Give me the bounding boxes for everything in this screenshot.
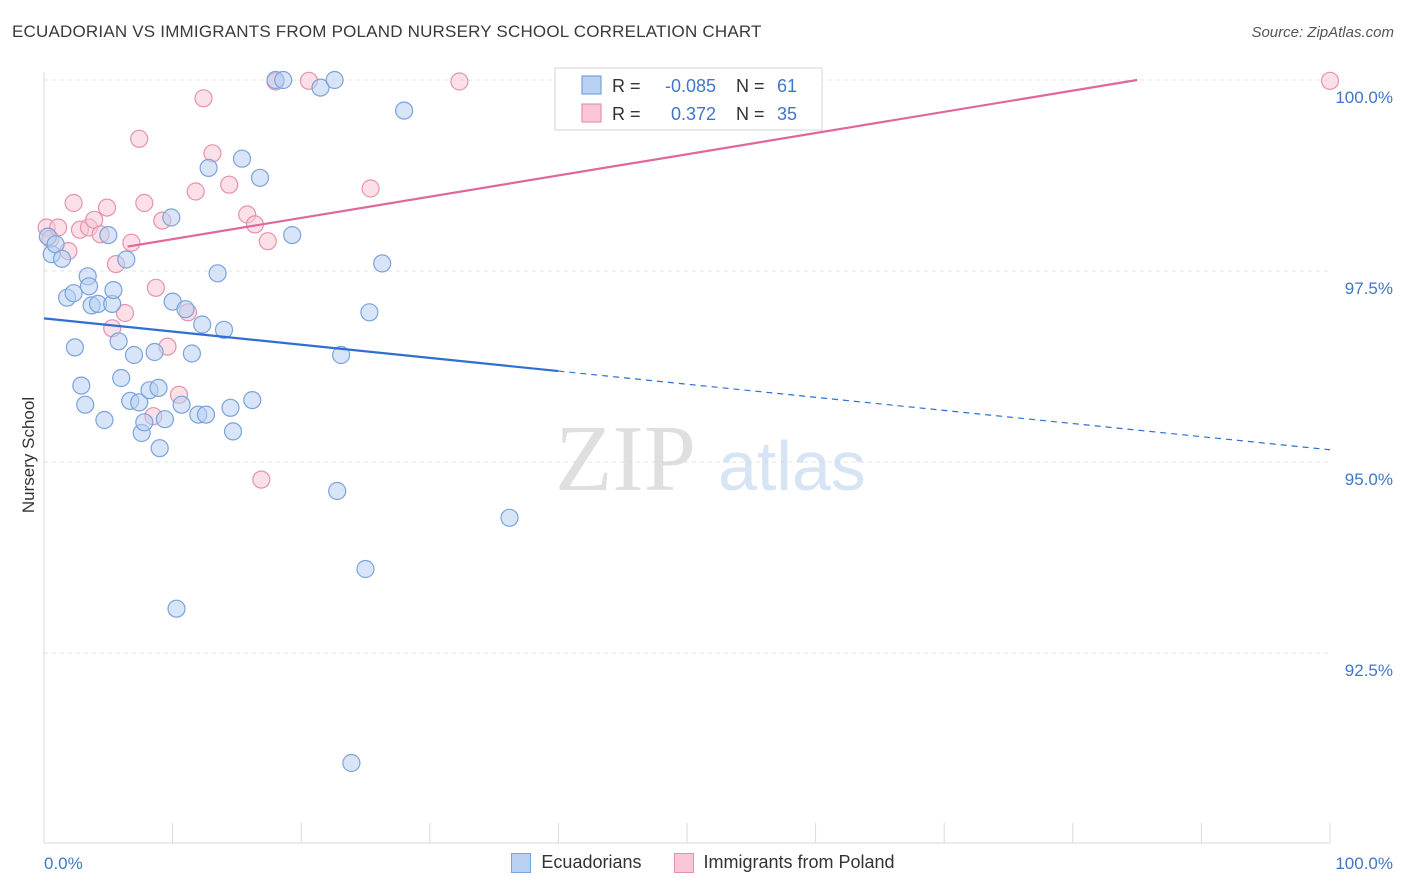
- y-tick-label: 95.0%: [1345, 470, 1393, 489]
- ecuadorian-point: [283, 226, 302, 245]
- ecuadorian-point: [182, 344, 201, 363]
- chart-title: ECUADORIAN VS IMMIGRANTS FROM POLAND NUR…: [12, 22, 762, 41]
- ecuadorian-point: [162, 208, 181, 227]
- watermark-atlas: atlas: [718, 427, 866, 505]
- ecuadorian-point: [135, 413, 154, 432]
- x-tick-label-min: 0.0%: [44, 854, 83, 873]
- ecuadorian-point: [150, 439, 169, 458]
- stats-n-value-poland: 35: [777, 104, 797, 124]
- x-tick-label-max: 100.0%: [1335, 854, 1393, 873]
- ecuadorian-point: [223, 422, 243, 441]
- poland-point: [252, 470, 271, 489]
- ecuadorian-point: [145, 342, 164, 362]
- ecuadorian-point: [193, 315, 212, 334]
- ecuadorian-point: [360, 303, 379, 322]
- series-legend: Ecuadorians Immigrants from Poland: [0, 852, 1406, 873]
- legend-swatch-ecuadorians: [511, 852, 532, 873]
- y-tick-label: 92.5%: [1345, 661, 1393, 680]
- watermark-zip: ZIP: [555, 407, 696, 511]
- ecuadorian-point: [214, 320, 234, 339]
- poland-point: [194, 89, 213, 108]
- ecuadorian-point: [79, 277, 99, 296]
- poland-point: [130, 129, 149, 148]
- stats-r-value-ecuadorians: -0.085: [665, 76, 716, 96]
- poland-point: [122, 233, 141, 252]
- ecuadorian-point: [311, 78, 330, 97]
- ecuadorian-point: [76, 395, 95, 414]
- ecuadorian-point: [395, 101, 414, 120]
- ecuadorian-point: [155, 410, 174, 429]
- y-tick-label: 97.5%: [1345, 279, 1393, 298]
- ecuadorian-point: [117, 250, 136, 269]
- ecuadorian-point: [172, 395, 191, 414]
- ecuadorian-point: [99, 226, 118, 245]
- ecuadorian-point: [232, 149, 252, 168]
- poland-point: [135, 193, 154, 213]
- poland-point: [450, 72, 469, 91]
- ecuadorian-point: [130, 393, 149, 412]
- series-ecuadorians-points: [38, 70, 519, 773]
- y-axis-label: Nursery School: [19, 397, 38, 513]
- trend-line-ecuadorians: [43, 317, 559, 373]
- poland-point: [258, 232, 277, 251]
- stats-n-label-poland: N =: [736, 104, 765, 124]
- stats-n-value-ecuadorians: 61: [777, 76, 797, 96]
- legend-item-poland[interactable]: Immigrants from Poland: [673, 852, 895, 873]
- poland-point: [115, 303, 135, 323]
- poland-point: [1320, 71, 1340, 90]
- ecuadorian-point: [500, 508, 519, 527]
- stats-swatch-ecuadorians: [581, 75, 602, 95]
- ecuadorian-point: [104, 281, 123, 300]
- ecuadorian-point: [52, 249, 72, 268]
- poland-point: [64, 193, 83, 213]
- ecuadorian-point: [356, 559, 375, 579]
- ecuadorian-point: [328, 481, 347, 501]
- ecuadorian-point: [250, 168, 270, 187]
- stats-legend: R = -0.085 N = 61 R = 0.372 N = 35: [554, 67, 823, 131]
- y-tick-label: 100.0%: [1335, 88, 1393, 107]
- ecuadorian-point: [243, 391, 262, 410]
- legend-item-ecuadorians[interactable]: Ecuadorians: [511, 852, 642, 873]
- ecuadorian-point: [65, 338, 85, 357]
- ecuadorian-point: [167, 599, 186, 618]
- stats-r-value-poland: 0.372: [671, 104, 716, 124]
- stats-r-label-ecuadorians: R =: [612, 76, 641, 96]
- ecuadorian-point: [112, 368, 131, 388]
- trend-line-ecuadorians-extrapolated: [558, 370, 1331, 451]
- y-tick-labels: 92.5% 95.0% 97.5% 100.0%: [1335, 88, 1393, 680]
- trend-line-poland: [127, 78, 1138, 248]
- ecuadorian-point: [208, 264, 227, 283]
- trend-lines: [43, 78, 1331, 451]
- stats-r-label-poland: R =: [612, 104, 641, 124]
- legend-label-poland: Immigrants from Poland: [703, 852, 895, 872]
- ecuadorian-point: [221, 398, 240, 417]
- source-credit: Source: ZipAtlas.com: [1251, 24, 1394, 41]
- x-tick-marks: [43, 823, 1331, 843]
- ecuadorian-point: [325, 70, 344, 90]
- ecuadorian-point: [176, 300, 195, 319]
- stats-n-label-ecuadorians: N =: [736, 76, 765, 96]
- ecuadorian-point: [332, 345, 351, 365]
- ecuadorian-point: [95, 410, 114, 430]
- poland-point: [186, 182, 205, 201]
- stats-swatch-poland: [581, 103, 602, 123]
- ecuadorian-point: [124, 345, 144, 365]
- legend-label-ecuadorians: Ecuadorians: [541, 852, 642, 872]
- ecuadorian-point: [64, 284, 83, 303]
- legend-swatch-poland: [673, 852, 694, 873]
- ecuadorian-point: [274, 70, 293, 90]
- ecuadorian-point: [199, 158, 218, 177]
- poland-point: [220, 175, 239, 194]
- ecuadorian-point: [72, 376, 91, 395]
- ecuadorian-point: [373, 254, 392, 273]
- watermark: ZIP atlas: [555, 407, 866, 511]
- ecuadorian-point: [196, 405, 216, 424]
- ecuadorian-point: [149, 378, 168, 397]
- poland-point: [97, 198, 117, 217]
- ecuadorian-point: [109, 332, 128, 351]
- poland-point: [146, 278, 165, 297]
- ecuadorian-point: [342, 753, 361, 773]
- poland-point: [361, 179, 380, 198]
